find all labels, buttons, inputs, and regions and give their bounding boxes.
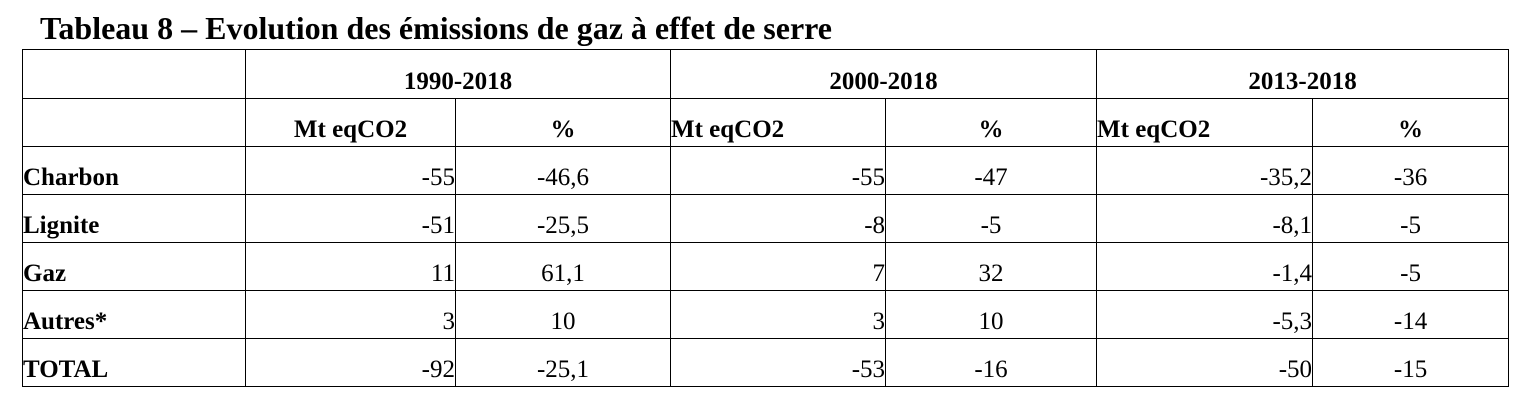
value-cell: -16 — [885, 338, 1098, 387]
value-cell: -47 — [885, 146, 1098, 195]
row-label: Lignite — [22, 194, 246, 243]
value-cell: 32 — [885, 242, 1098, 291]
table-row: Charbon -55 -46,6 -55 -47 -35,2 -36 — [22, 146, 1510, 195]
value-cell: 3 — [670, 290, 887, 339]
value-cell: -51 — [245, 194, 456, 243]
value-cell: -8 — [670, 194, 887, 243]
value-cell: -36 — [1312, 146, 1510, 195]
row-label: TOTAL — [22, 338, 246, 387]
unit-header-pct: % — [1312, 98, 1510, 147]
value-cell: -5 — [1312, 242, 1510, 291]
value-cell: 61,1 — [454, 242, 672, 291]
table-row: Gaz 11 61,1 7 32 -1,4 -5 — [22, 242, 1510, 291]
value-cell: -55 — [670, 146, 887, 195]
row-label: Gaz — [22, 242, 246, 291]
value-cell: 7 — [670, 242, 887, 291]
period-header-2013-2018: 2013-2018 — [1096, 49, 1510, 99]
period-header-2000-2018: 2000-2018 — [670, 49, 1098, 99]
value-cell: 11 — [245, 242, 456, 291]
row-label: Charbon — [22, 146, 246, 195]
emissions-table: 1990-2018 2000-2018 2013-2018 Mt eqCO2 %… — [22, 49, 1510, 387]
unit-header-mt: Mt eqCO2 — [1096, 98, 1314, 147]
unit-header-mt: Mt eqCO2 — [245, 98, 456, 147]
unit-header-pct: % — [454, 98, 672, 147]
value-cell: 3 — [245, 290, 456, 339]
unit-header-pct: % — [885, 98, 1098, 147]
value-cell: -8,1 — [1096, 194, 1314, 243]
value-cell: 10 — [454, 290, 672, 339]
value-cell: -5 — [1312, 194, 1510, 243]
value-cell: -15 — [1312, 338, 1510, 387]
value-cell: -14 — [1312, 290, 1510, 339]
value-cell: -50 — [1096, 338, 1314, 387]
unit-header-row: Mt eqCO2 % Mt eqCO2 % Mt eqCO2 % — [22, 98, 1510, 147]
total-row: TOTAL -92 -25,1 -53 -16 -50 -15 — [22, 338, 1510, 387]
period-header-1990-2018: 1990-2018 — [244, 49, 672, 99]
table-row: Autres* 3 10 3 10 -5,3 -14 — [22, 290, 1510, 339]
empty-corner-cell — [22, 49, 246, 99]
unit-header-mt: Mt eqCO2 — [670, 98, 887, 147]
value-cell: -46,6 — [454, 146, 672, 195]
value-cell: -5,3 — [1096, 290, 1314, 339]
value-cell: -25,5 — [454, 194, 672, 243]
value-cell: -92 — [245, 338, 456, 387]
period-header-row: 1990-2018 2000-2018 2013-2018 — [22, 49, 1510, 99]
table-title: Tableau 8 – Evolution des émissions de g… — [40, 10, 832, 46]
value-cell: -35,2 — [1096, 146, 1314, 195]
value-cell: 10 — [885, 290, 1098, 339]
value-cell: -1,4 — [1096, 242, 1314, 291]
row-label: Autres* — [22, 290, 246, 339]
value-cell: -25,1 — [454, 338, 672, 387]
value-cell: -5 — [885, 194, 1098, 243]
empty-unit-label-cell — [22, 98, 246, 147]
value-cell: -55 — [245, 146, 456, 195]
table-row: Lignite -51 -25,5 -8 -5 -8,1 -5 — [22, 194, 1510, 243]
value-cell: -53 — [670, 338, 887, 387]
